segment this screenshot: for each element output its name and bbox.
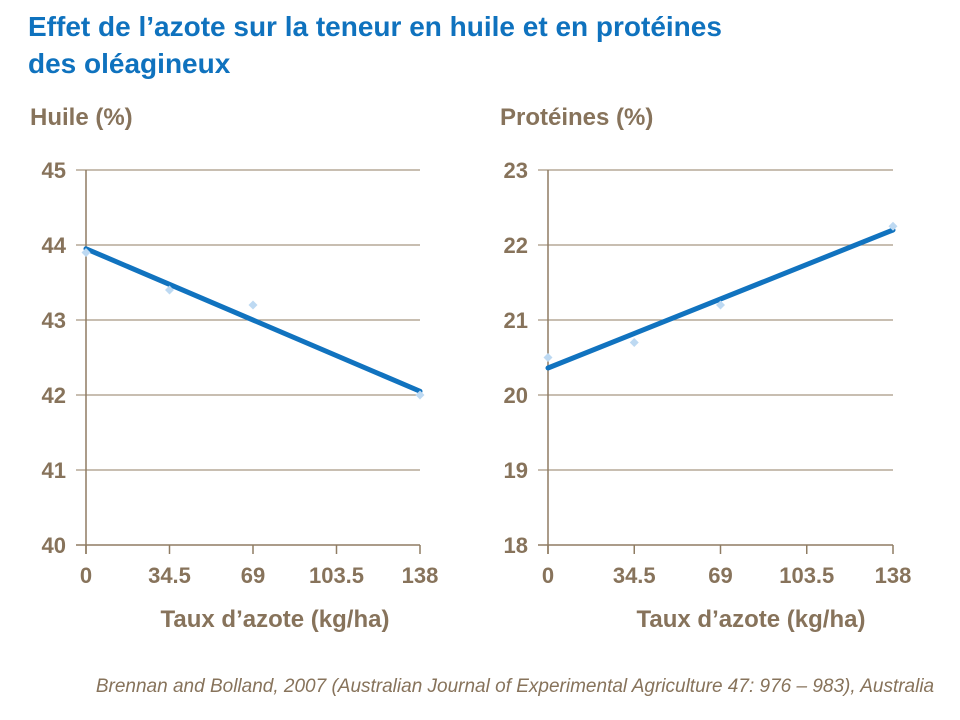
slide-title-line1: Effet de l’azote sur la teneur en huile … [28, 11, 722, 42]
data-point-diamond [629, 338, 639, 347]
y-tick-label: 21 [504, 308, 528, 333]
data-point-diamond [716, 300, 725, 310]
x-tick-label: 0 [80, 563, 92, 588]
x-tick-label: 138 [402, 563, 439, 588]
y-tick-label: 20 [504, 383, 528, 408]
protein-x-axis-label: Taux d’azote (kg/ha) [636, 606, 866, 633]
oil-x-axis-label: Taux d’azote (kg/ha) [160, 606, 390, 633]
slide-title-line2: des oléagineux [28, 48, 231, 79]
data-point-diamond [248, 300, 258, 310]
y-tick-label: 45 [42, 158, 66, 183]
y-tick-label: 41 [42, 458, 66, 483]
y-tick-label: 22 [504, 233, 528, 258]
y-tick-label: 43 [42, 308, 66, 333]
y-tick-label: 18 [504, 533, 528, 558]
y-tick-label: 44 [42, 233, 67, 258]
oil-chart: 40 41 42 43 44 45 0 34.5 69 103.5 138 [42, 158, 439, 588]
trend-line [83, 246, 423, 394]
trend-line [545, 227, 896, 371]
x-tick-label: 69 [241, 563, 265, 588]
x-tick-label: 34.5 [613, 563, 656, 588]
protein-chart: 18 19 20 21 22 23 0 34.5 69 103.5 138 [504, 158, 912, 588]
data-point-diamond [888, 221, 898, 231]
x-tick-label: 138 [875, 563, 912, 588]
x-tick-label: 0 [542, 563, 554, 588]
x-tick-label: 103.5 [309, 563, 364, 588]
x-tick-label: 34.5 [148, 563, 191, 588]
data-point-diamond [165, 285, 174, 295]
slide-title: Effet de l’azote sur la teneur en huile … [28, 8, 928, 82]
protein-chart-title: Protéines (%) [500, 104, 654, 131]
oil-chart-title: Huile (%) [30, 104, 133, 131]
y-tick-label: 42 [42, 383, 66, 408]
y-tick-label: 23 [504, 158, 528, 183]
data-point-diamond [543, 353, 553, 362]
y-tick-label: 40 [42, 533, 66, 558]
y-tick-label: 19 [504, 458, 528, 483]
x-tick-label: 69 [708, 563, 732, 588]
data-point-diamond [415, 390, 425, 400]
data-point-diamond [81, 248, 91, 257]
citation: Brennan and Bolland, 2007 (Australian Jo… [95, 676, 935, 697]
x-tick-label: 103.5 [779, 563, 834, 588]
